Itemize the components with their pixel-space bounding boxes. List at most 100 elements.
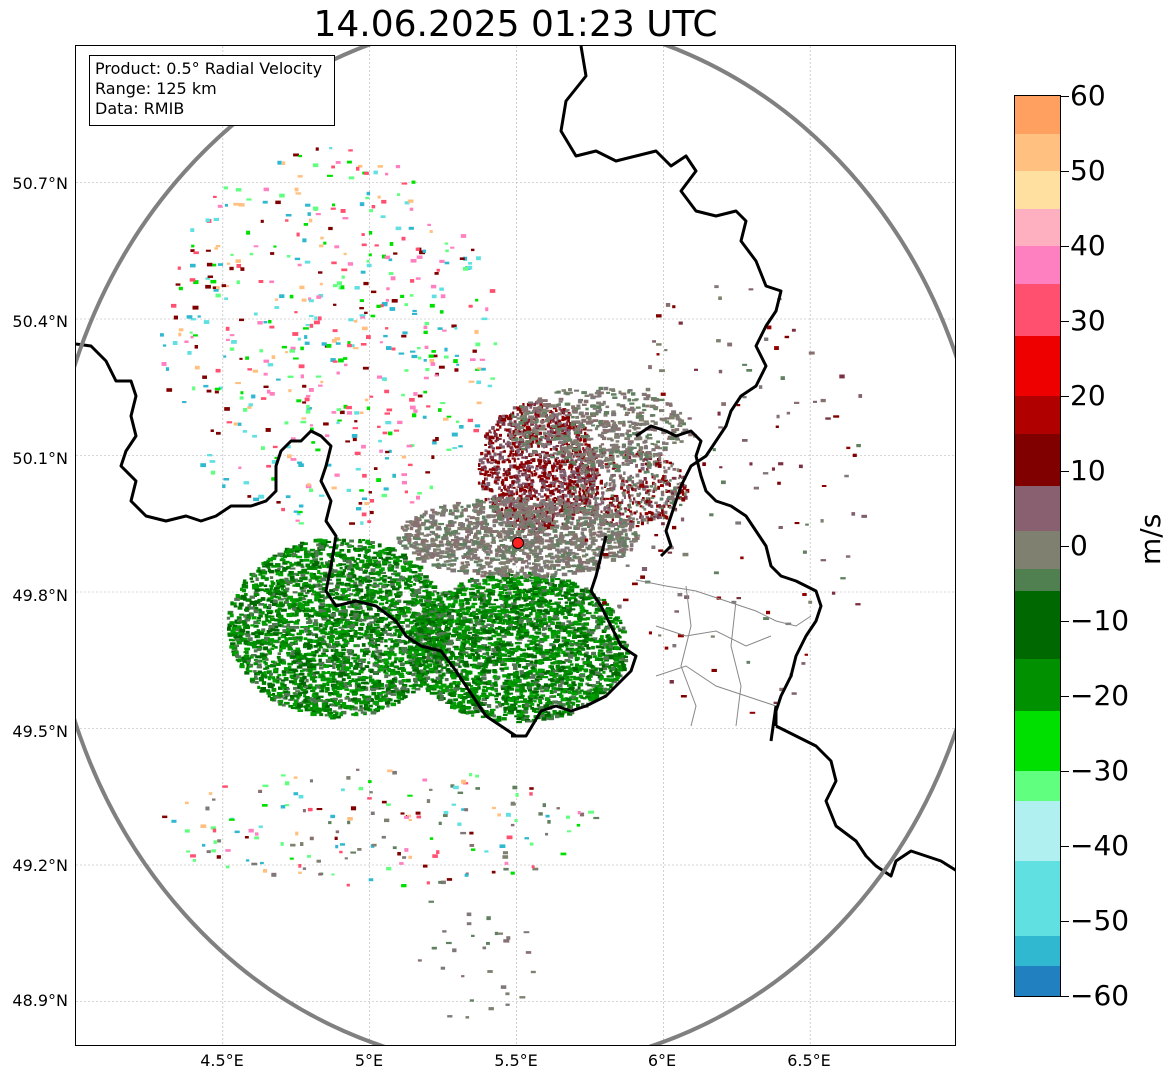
velocity-echo [524, 631, 529, 634]
velocity-echo [351, 678, 355, 683]
velocity-echo [387, 626, 393, 630]
velocity-echo [431, 652, 437, 656]
velocity-echo [376, 692, 383, 695]
velocity-echo [343, 630, 349, 633]
velocity-echo [329, 589, 335, 593]
velocity-echo [228, 633, 234, 637]
velocity-echo [265, 666, 270, 670]
velocity-echo [586, 692, 592, 696]
velocity-echo [307, 599, 313, 602]
velocity-echo [568, 603, 575, 607]
velocity-echo [498, 586, 505, 590]
velocity-echo [562, 628, 568, 633]
velocity-echo [538, 648, 542, 652]
velocity-echo [418, 677, 423, 680]
velocity-echo [580, 653, 585, 656]
velocity-echo [575, 663, 579, 668]
velocity-echo [515, 636, 519, 640]
velocity-echo [571, 681, 576, 685]
velocity-echo [385, 623, 391, 627]
velocity-echo [494, 687, 498, 691]
velocity-echo [414, 590, 420, 594]
velocity-echo [559, 660, 566, 664]
velocity-echo [260, 583, 264, 586]
velocity-echo [601, 661, 605, 665]
velocity-echo [570, 675, 576, 679]
velocity-echo [440, 613, 444, 618]
velocity-echo [346, 544, 352, 547]
velocity-echo [510, 657, 515, 660]
velocity-echo [576, 627, 583, 631]
velocity-echo [275, 604, 281, 608]
velocity-echo [319, 557, 323, 561]
velocity-echo [342, 658, 349, 661]
velocity-echo [332, 665, 336, 670]
velocity-echo [412, 653, 416, 656]
velocity-echo [236, 640, 242, 645]
velocity-echo [483, 666, 488, 669]
velocity-echo [529, 675, 536, 679]
velocity-echo [525, 578, 529, 582]
velocity-echo [461, 676, 467, 681]
velocity-echo [267, 640, 273, 644]
velocity-echo [438, 697, 444, 702]
velocity-echo [482, 604, 488, 608]
velocity-echo [358, 567, 364, 571]
velocity-echo [322, 564, 327, 568]
velocity-echo [524, 660, 530, 663]
velocity-echo [349, 708, 353, 711]
velocity-echo [568, 667, 573, 671]
velocity-echo [532, 625, 539, 630]
velocity-echo [519, 620, 523, 624]
velocity-echo [567, 655, 574, 659]
velocity-echo [503, 579, 508, 582]
velocity-echo [247, 670, 253, 673]
velocity-echo [260, 675, 265, 678]
velocity-echo [452, 691, 456, 695]
velocity-echo [466, 700, 473, 704]
velocity-echo [524, 703, 530, 707]
velocity-echo [503, 702, 509, 705]
velocity-echo [579, 678, 585, 682]
velocity-echo [513, 587, 519, 590]
velocity-echo [521, 703, 526, 707]
velocity-echo [318, 637, 324, 640]
velocity-echo [377, 664, 384, 669]
velocity-echo [592, 696, 598, 700]
velocity-echo [558, 588, 563, 593]
velocity-echo [321, 700, 328, 703]
velocity-echo [304, 550, 309, 554]
velocity-echo [257, 608, 262, 612]
velocity-echo [287, 595, 293, 600]
radar-map[interactable] [75, 45, 956, 1046]
velocity-echo [230, 642, 236, 646]
velocity-echo [336, 578, 342, 582]
velocity-echo [401, 686, 407, 690]
velocity-echo [551, 621, 555, 625]
velocity-echo [547, 582, 553, 586]
velocity-echo [360, 711, 367, 714]
velocity-echo [538, 640, 545, 643]
velocity-echo [326, 679, 333, 683]
velocity-echo [241, 658, 247, 662]
velocity-echo [582, 634, 588, 639]
velocity-echo [520, 674, 526, 678]
velocity-echo [305, 591, 310, 595]
velocity-echo [335, 715, 341, 719]
velocity-echo [596, 667, 601, 670]
velocity-echo [433, 638, 440, 642]
velocity-echo [431, 669, 437, 674]
velocity-echo [347, 675, 351, 680]
velocity-echo [550, 586, 556, 590]
velocity-echo [606, 651, 613, 654]
velocity-echo [447, 639, 454, 643]
velocity-echo [548, 665, 552, 669]
velocity-echo [384, 674, 389, 679]
velocity-echo [496, 675, 501, 680]
velocity-echo [230, 629, 236, 633]
velocity-echo [381, 698, 387, 702]
velocity-echo [618, 660, 625, 664]
velocity-echo [284, 547, 290, 552]
velocity-echo [580, 645, 584, 649]
velocity-echo [498, 591, 505, 595]
